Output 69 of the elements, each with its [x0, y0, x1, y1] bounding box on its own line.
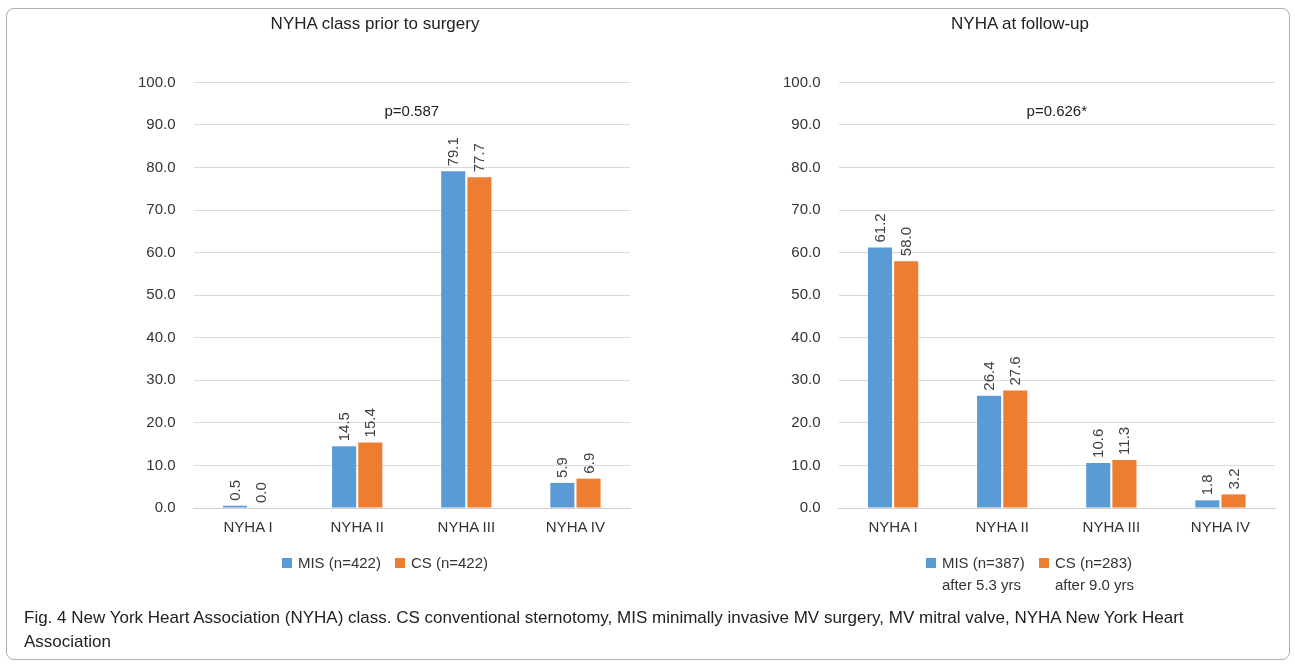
data-label: 77.7 [470, 143, 488, 173]
chart-title: NYHA at follow-up [951, 13, 1089, 33]
data-label: 0.5 [226, 480, 243, 501]
data-label: 6.9 [579, 452, 597, 474]
y-tick-label: 10.0 [791, 455, 821, 473]
data-label: 1.8 [1198, 474, 1216, 496]
y-tick-label: 40.0 [146, 327, 176, 345]
legend-label: CS (n=283) after 9.0 yrs [1054, 553, 1135, 595]
bar [894, 261, 919, 508]
y-tick-label: 60.0 [146, 242, 176, 260]
data-label: 15.4 [361, 408, 379, 438]
legend-label: CS (n=422) [410, 553, 489, 573]
chart-title: NYHA class prior to surgery [270, 13, 480, 33]
data-label: 14.5 [335, 412, 353, 442]
bar [977, 395, 1002, 508]
y-tick-label: 70.0 [791, 200, 821, 218]
y-tick-label: 80.0 [791, 157, 821, 175]
data-label: 3.2 [1224, 468, 1242, 490]
bar [576, 478, 601, 508]
bar [1112, 459, 1137, 508]
data-label: 79.1 [444, 137, 462, 167]
data-label: 58.0 [897, 226, 915, 257]
bar [441, 171, 466, 508]
y-tick-label: 20.0 [146, 413, 176, 431]
bar [467, 177, 492, 508]
x-tick-label: NYHA II [975, 518, 1029, 536]
annotation: p=0.587 [384, 102, 440, 120]
y-tick-label: 20.0 [791, 413, 821, 431]
y-tick-label: 10.0 [146, 455, 176, 473]
legend-label: MIS (n=422) [297, 553, 381, 573]
bar [1195, 500, 1220, 508]
bar [1003, 390, 1028, 508]
y-tick-label: 50.0 [146, 285, 176, 303]
x-tick-label: NYHA IV [545, 518, 606, 536]
data-label: 10.6 [1089, 428, 1107, 458]
bar [1086, 462, 1111, 508]
y-tick-label: 90.0 [146, 115, 176, 133]
bar [867, 247, 893, 508]
x-tick-label: NYHA I [868, 518, 918, 536]
bar [550, 482, 575, 508]
y-tick-label: 30.0 [791, 370, 821, 388]
bar [358, 442, 383, 508]
bar [1221, 494, 1246, 508]
y-tick-label: 60.0 [791, 242, 821, 260]
data-label: 0.0 [252, 482, 270, 503]
data-label: 11.3 [1115, 426, 1133, 455]
y-tick-label: 80.0 [146, 157, 176, 175]
x-tick-label: NYHA IV [1190, 518, 1251, 536]
x-tick-label: NYHA II [330, 518, 384, 536]
data-label: 61.2 [871, 213, 888, 243]
y-tick-label: 50.0 [791, 285, 821, 303]
y-tick-label: 40.0 [791, 327, 821, 345]
x-tick-label: NYHA III [437, 518, 496, 536]
y-tick-label: 100.0 [782, 72, 821, 90]
y-tick-label: 70.0 [146, 200, 176, 218]
y-tick-label: 0.0 [154, 498, 176, 516]
annotation: p=0.626* [1026, 102, 1088, 120]
y-tick-label: 30.0 [146, 370, 176, 388]
legend-label: MIS (n=387) after 5.3 yrs [941, 553, 1025, 595]
data-label: 5.9 [553, 457, 571, 478]
y-tick-label: 90.0 [791, 115, 821, 133]
bar [332, 446, 357, 508]
caption: Fig. 4 New York Heart Association (NYHA) class. CS conventional sternotomy, MIS minimally invasive MV surgery, MV mitral valve, NYHA New York Heart Association [24, 607, 1185, 653]
data-label: 26.4 [980, 361, 998, 391]
y-tick-label: 100.0 [137, 72, 176, 90]
x-tick-label: NYHA I [223, 518, 273, 536]
data-label: 27.6 [1006, 356, 1024, 386]
x-tick-label: NYHA III [1082, 518, 1141, 536]
y-tick-label: 0.0 [799, 498, 821, 516]
